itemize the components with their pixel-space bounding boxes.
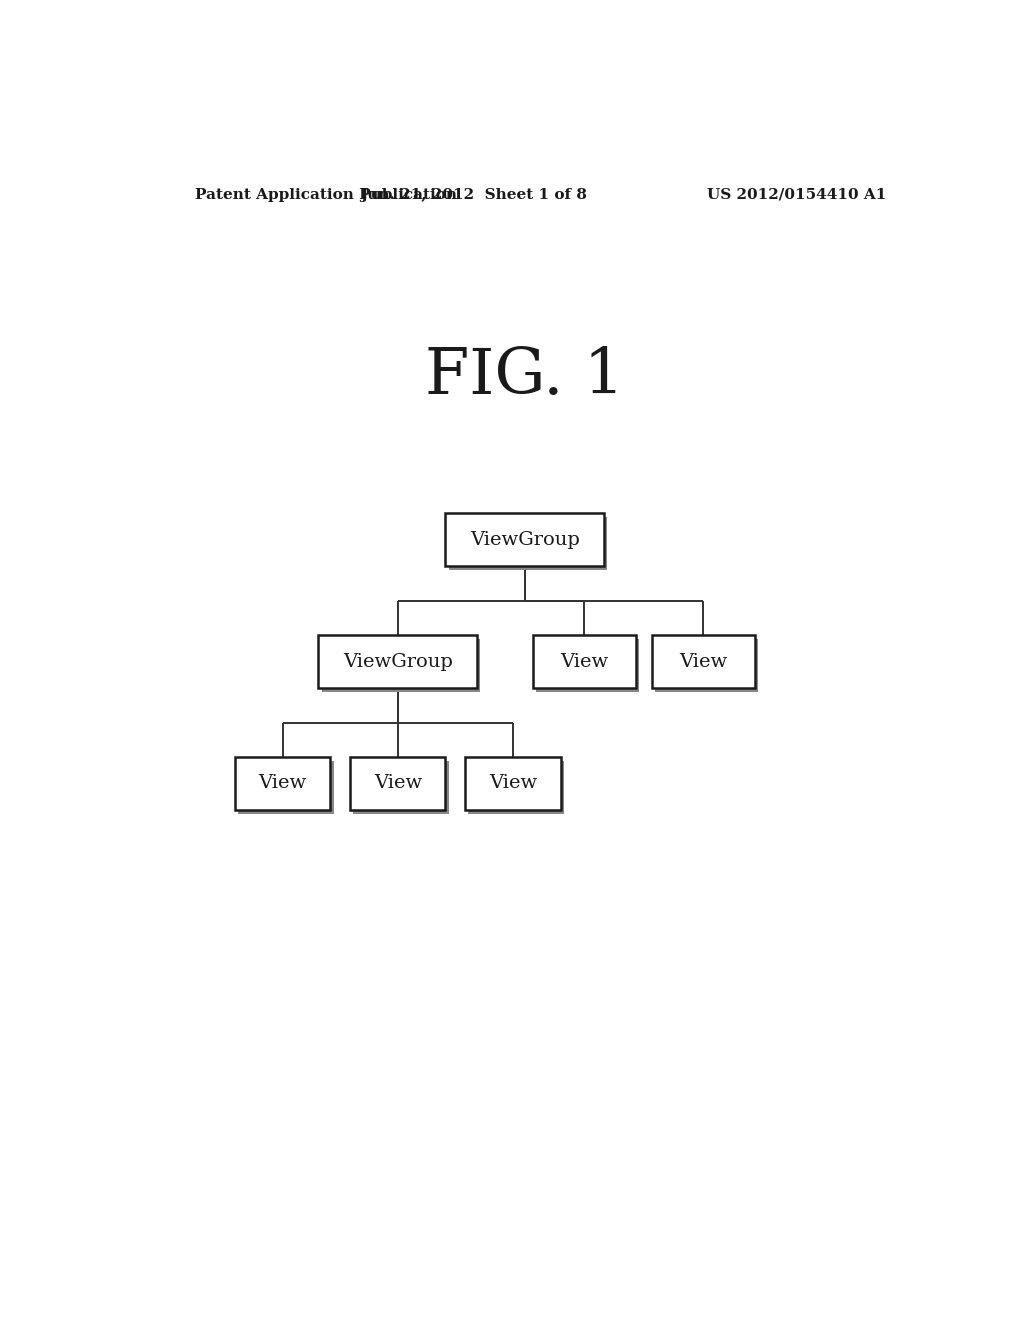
Bar: [465, 758, 560, 810]
Bar: [651, 635, 755, 688]
Text: View: View: [560, 652, 608, 671]
Text: View: View: [488, 775, 537, 792]
Text: View: View: [259, 775, 307, 792]
Bar: [445, 513, 604, 566]
Bar: [239, 762, 334, 814]
Bar: [236, 758, 331, 810]
Bar: [322, 639, 480, 692]
Bar: [353, 762, 449, 814]
Bar: [350, 758, 445, 810]
Text: US 2012/0154410 A1: US 2012/0154410 A1: [708, 187, 887, 202]
Bar: [655, 639, 758, 692]
Bar: [318, 635, 477, 688]
Bar: [532, 635, 636, 688]
Text: Patent Application Publication: Patent Application Publication: [196, 187, 458, 202]
Text: FIG. 1: FIG. 1: [425, 346, 625, 408]
Text: View: View: [679, 652, 727, 671]
Text: ViewGroup: ViewGroup: [470, 531, 580, 549]
Text: View: View: [374, 775, 422, 792]
Bar: [449, 517, 607, 570]
Bar: [468, 762, 563, 814]
Bar: [536, 639, 639, 692]
Text: Jun. 21, 2012  Sheet 1 of 8: Jun. 21, 2012 Sheet 1 of 8: [359, 187, 587, 202]
Text: ViewGroup: ViewGroup: [343, 652, 453, 671]
